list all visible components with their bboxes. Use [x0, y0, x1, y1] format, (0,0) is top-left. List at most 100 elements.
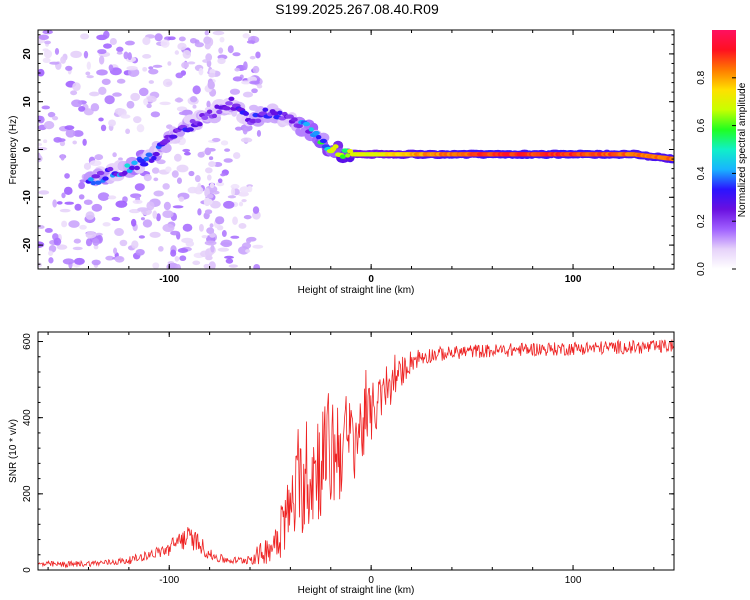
spectrogram-noise-blob: [204, 42, 211, 50]
spectrogram-noise-blob: [98, 86, 107, 96]
spectrogram-noise-blob: [251, 88, 258, 94]
spectrogram-noise-blob: [38, 154, 43, 163]
spectrogram-noise-blob: [212, 137, 221, 142]
spectrogram-noise-blob: [232, 216, 238, 225]
spectrogram-noise-blob: [174, 97, 184, 103]
snr-series-line: [38, 339, 674, 569]
spectrogram-noise-blob: [114, 228, 124, 237]
spectrogram-noise-blob: [207, 193, 214, 199]
spectrogram-noise-blob: [73, 238, 81, 244]
spectrogram-noise-blob: [231, 187, 236, 196]
spectrogram-noise-blob: [204, 209, 213, 215]
spectrogram-noise-blob: [102, 222, 111, 227]
spectrogram-noise-blob: [103, 30, 110, 39]
spectrogram-noise-blob: [150, 111, 161, 118]
spectrogram-ridge-point: [143, 156, 150, 162]
spectrogram-noise-blob: [115, 200, 128, 208]
spectrogram-noise-blob: [137, 207, 149, 212]
spectrogram-noise-blob: [198, 223, 204, 232]
spectrogram-ridge-point: [133, 165, 141, 171]
spectrogram-noise-blob: [101, 78, 111, 85]
snr-xtick-label: 100: [565, 575, 582, 586]
spectrogram-ridge-point: [285, 114, 294, 119]
spectrogram-noise-blob: [146, 95, 157, 103]
spectrogram-noise-blob: [224, 148, 231, 152]
spectrogram-noise-blob: [48, 250, 54, 256]
spectrogram-noise-blob: [59, 140, 66, 147]
spectrogram-noise-blob: [142, 36, 151, 46]
spectrogram-noise-blob: [227, 195, 237, 199]
spectrogram-ridge-point: [206, 109, 213, 114]
spectrogram-ridge-point: [139, 162, 149, 167]
spectrogram-noise-blob: [134, 183, 145, 191]
spectrogram-ridge-point: [277, 110, 283, 116]
spectrogram-noise-blob: [104, 95, 115, 105]
spectrogram-noise-blob: [138, 87, 149, 97]
spectrogram-noise-blob: [240, 137, 253, 143]
snr-xtick-label: 0: [368, 575, 374, 586]
spectrogram-noise-blob: [94, 154, 104, 161]
spectrogram-noise-blob: [208, 72, 216, 78]
spectrogram-noise-blob: [232, 52, 241, 57]
spectrogram-noise-blob: [175, 72, 184, 79]
spectrogram-ridge-point: [242, 111, 249, 116]
spectrogram-ridge-point: [254, 118, 262, 124]
spectrogram-noise-blob: [185, 240, 195, 247]
spectrogram-noise-blob: [219, 36, 225, 43]
spectrogram-noise-blob: [116, 78, 126, 84]
snr-xtick-label: -100: [159, 575, 179, 586]
spectrogram-noise-blob: [142, 67, 148, 72]
spectrogram-noise-blob: [118, 157, 123, 161]
spectrogram-noise-blob: [204, 147, 212, 156]
spectrogram-ytick-label: 10: [22, 96, 33, 108]
spectrogram-noise-blob: [207, 80, 215, 90]
spectrogram-ridge-point: [345, 153, 351, 158]
spectrogram-noise-blob: [44, 40, 52, 45]
spectrogram-noise-blob: [38, 115, 45, 124]
spectrogram-noise-blob: [85, 231, 97, 239]
spectrogram-noise-blob: [63, 186, 73, 196]
spectrogram-noise-blob: [204, 240, 217, 246]
spectrogram-noise-blob: [38, 68, 45, 77]
spectrogram-noise-blob: [79, 224, 87, 230]
spectrogram-ridge-point: [303, 121, 311, 127]
spectrogram-noise-blob: [44, 227, 53, 233]
spectrogram-noise-blob: [112, 92, 122, 97]
spectrogram-noise-blob: [64, 173, 70, 179]
spectrogram-noise-blob: [85, 71, 91, 76]
colorbar-label: Normalized spectral amplitude: [737, 82, 748, 217]
spectrogram-ridge-point: [186, 127, 194, 132]
spectrogram-noise-blob: [38, 142, 43, 147]
spectrogram-noise-blob: [152, 262, 160, 269]
spectrogram-marks: [38, 30, 674, 269]
spectrogram-noise-blob: [174, 256, 180, 262]
spectrogram-noise-blob: [249, 55, 256, 60]
chart-title: S199.2025.267.08.40.R09: [275, 1, 439, 17]
spectrogram-noise-blob: [206, 60, 212, 68]
spectrogram-noise-blob: [57, 138, 66, 142]
spectrogram-noise-blob: [156, 213, 161, 222]
spectrogram-noise-blob: [220, 239, 233, 248]
spectrogram-ridge-point: [222, 106, 231, 111]
spectrogram-noise-blob: [148, 68, 159, 75]
snr-ytick-label: 0: [22, 567, 33, 573]
spectrogram-ridge-point: [312, 130, 320, 136]
spectrogram-noise-blob: [124, 40, 135, 46]
spectrogram-noise-blob: [217, 57, 226, 65]
spectrogram-noise-blob: [179, 255, 187, 262]
spectrogram-ridge-point: [90, 180, 96, 186]
spectrogram-noise-blob: [205, 255, 213, 261]
spectrogram-noise-blob: [252, 65, 260, 74]
spectrogram-noise-blob: [116, 46, 124, 53]
spectrogram-noise-blob: [205, 167, 213, 174]
spectrogram-noise-blob: [206, 100, 211, 108]
spectrogram-ridge-point: [129, 165, 136, 171]
spectrogram-noise-blob: [234, 126, 243, 131]
spectrogram-ytick-label: -20: [22, 237, 33, 252]
spectrogram-noise-blob: [91, 203, 103, 212]
spectrogram-noise-blob: [209, 223, 214, 228]
spectrogram-noise-blob: [229, 88, 241, 95]
spectrogram-noise-blob: [108, 64, 114, 72]
spectrogram-noise-blob: [170, 230, 180, 236]
spectrogram-noise-blob: [249, 80, 260, 85]
